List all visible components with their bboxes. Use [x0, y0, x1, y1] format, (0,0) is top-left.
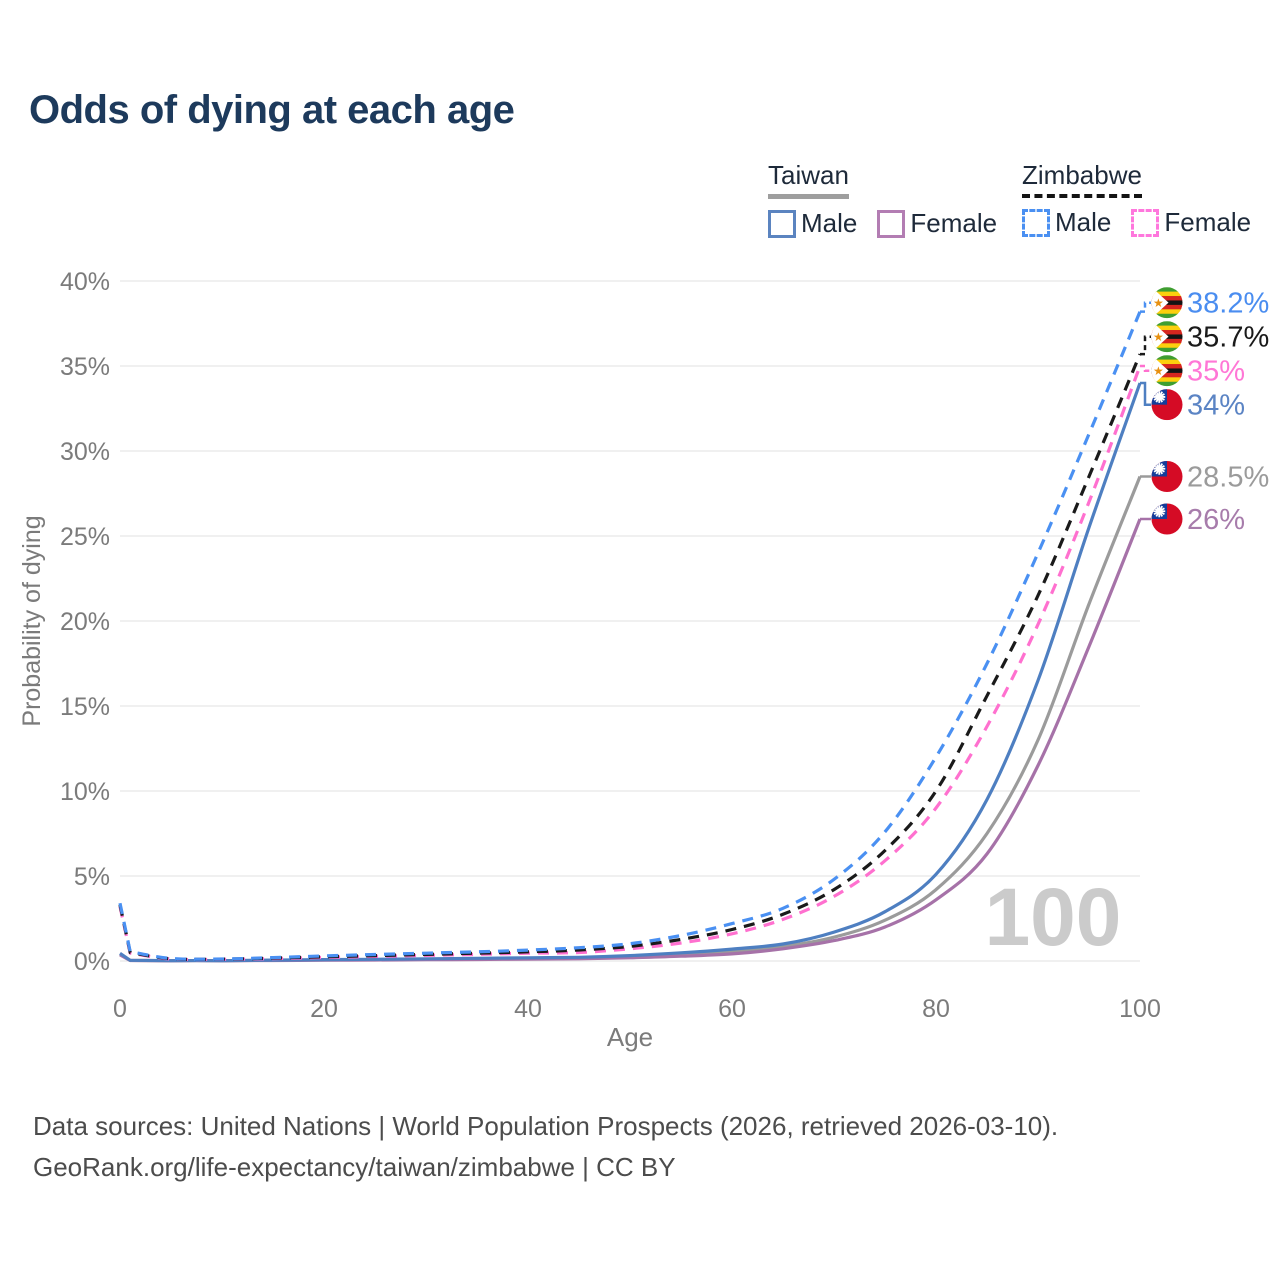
y-tick-label: 40%: [60, 268, 110, 296]
taiwan-flag-field: [1151, 503, 1183, 535]
zimbabwe-flag-stripes: ★: [1151, 287, 1183, 319]
series-line-taiwan-male[interactable]: [119, 382, 1142, 963]
end-value-label-taiwan-male: 34%: [1187, 390, 1245, 422]
x-axis-title: Age: [607, 1022, 653, 1052]
sun-circle: [1156, 393, 1163, 401]
stripe: [1151, 309, 1183, 315]
series-line-zimbabwe-total[interactable]: [118, 353, 1142, 962]
stripe: [1151, 338, 1183, 344]
y-tick-label: 25%: [60, 523, 110, 551]
taiwan-flag-icon: [1151, 461, 1183, 492]
legend-item-taiwan-male[interactable]: Male: [768, 208, 857, 239]
y-tick-label: 30%: [60, 438, 110, 466]
page-title: Odds of dying at each age: [29, 88, 515, 132]
stripe: [1151, 355, 1183, 361]
footer: Data sources: United Nations | World Pop…: [33, 1106, 1058, 1188]
zimbabwe-female-swatch-icon[interactable]: [1131, 208, 1160, 237]
stripe: [1151, 381, 1183, 387]
taiwan-flag-icon: [1151, 503, 1183, 535]
leader-line: [1140, 301, 1151, 313]
leader-line: [1140, 381, 1151, 406]
zimbabwe-flag-stripes: ★: [1151, 321, 1183, 353]
x-tick-label: 80: [922, 995, 950, 1023]
leader-line: [1140, 364, 1151, 372]
star-icon: ★: [1153, 330, 1164, 344]
triangle: [1151, 287, 1169, 319]
taiwan-flag-field: [1151, 461, 1183, 492]
x-tick-label: 20: [310, 995, 338, 1023]
stripe: [1151, 313, 1183, 319]
star-icon: ★: [1153, 296, 1164, 310]
y-tick-label: 10%: [60, 778, 110, 806]
y-tick-label: 20%: [60, 608, 110, 636]
leader-line: [1140, 335, 1151, 356]
stripe: [1151, 372, 1183, 378]
age-watermark: 100: [985, 872, 1122, 963]
end-value-label-zimbabwe-male: 38.2%: [1187, 288, 1269, 320]
y-tick-label: 5%: [74, 863, 110, 891]
legend-group-taiwan: Taiwan Male Female: [768, 160, 997, 239]
legend-item-taiwan-female[interactable]: Female: [877, 208, 997, 239]
stripe: [1151, 377, 1183, 383]
stripe: [1151, 347, 1183, 353]
attribution-line: GeoRank.org/life-expectancy/taiwan/zimba…: [33, 1152, 676, 1182]
y-tick-label: 15%: [60, 693, 110, 721]
stripe: [1151, 343, 1183, 349]
taiwan-flag-field: [1151, 389, 1183, 421]
data-sources-line: Data sources: United Nations | World Pop…: [33, 1111, 1059, 1141]
legend-item-zimbabwe-female[interactable]: Female: [1131, 207, 1251, 238]
stripe: [1151, 321, 1183, 327]
series-line-zimbabwe-male[interactable]: [118, 310, 1142, 961]
x-tick-label: 40: [514, 995, 542, 1023]
y-tick-label: 35%: [60, 353, 110, 381]
x-tick-label: 100: [1119, 995, 1161, 1023]
legend-zimbabwe-header: Zimbabwe: [1022, 160, 1142, 198]
stripe: [1151, 296, 1183, 301]
stripe: [1151, 330, 1183, 335]
stripe: [1151, 291, 1183, 297]
zimbabwe-flag-icon: ★: [1151, 321, 1183, 353]
grid-layer: 0% 5% 10% 15% 20% 25% 30% 35% 40% 0 20 40 60 80 100: [60, 268, 1161, 1023]
taiwan-male-swatch-icon[interactable]: [768, 209, 796, 238]
legend-item-zimbabwe-male[interactable]: Male: [1022, 207, 1111, 238]
star-icon: ★: [1153, 364, 1164, 378]
stripe: [1151, 287, 1183, 293]
y-tick-label: 0%: [74, 948, 110, 976]
taiwan-female-swatch-icon[interactable]: [877, 209, 906, 238]
zimbabwe-flag-icon: ★: [1151, 287, 1183, 319]
triangle: [1151, 321, 1169, 353]
x-tick-label: 60: [718, 995, 746, 1023]
sun-circle: [1156, 465, 1163, 472]
sun-circle: [1156, 508, 1163, 515]
legend-taiwan-header: Taiwan: [768, 160, 849, 199]
chart-layer: ★ 38.2% ★ 35.7% ★ 35%34% 28.5% 26%: [118, 287, 1269, 963]
end-value-label-zimbabwe-female: 35%: [1187, 356, 1245, 388]
stripe: [1151, 325, 1183, 331]
y-axis-title: Probability of dying: [18, 515, 46, 726]
x-tick-label: 0: [113, 995, 127, 1023]
zimbabwe-flag-stripes: ★: [1151, 355, 1183, 387]
taiwan-flag-icon: [1151, 389, 1183, 421]
end-value-label-taiwan-total: 28.5%: [1187, 462, 1269, 494]
stripe: [1151, 359, 1183, 365]
end-value-label-taiwan-female: 26%: [1187, 504, 1245, 536]
zimbabwe-flag-icon: ★: [1151, 355, 1183, 387]
legend-group-zimbabwe: Zimbabwe Male Female: [1022, 160, 1251, 238]
end-value-label-zimbabwe-total: 35.7%: [1187, 322, 1269, 354]
zimbabwe-male-swatch-icon[interactable]: [1022, 208, 1050, 237]
stripe: [1151, 304, 1183, 310]
triangle: [1151, 355, 1169, 387]
stripe: [1151, 364, 1183, 369]
